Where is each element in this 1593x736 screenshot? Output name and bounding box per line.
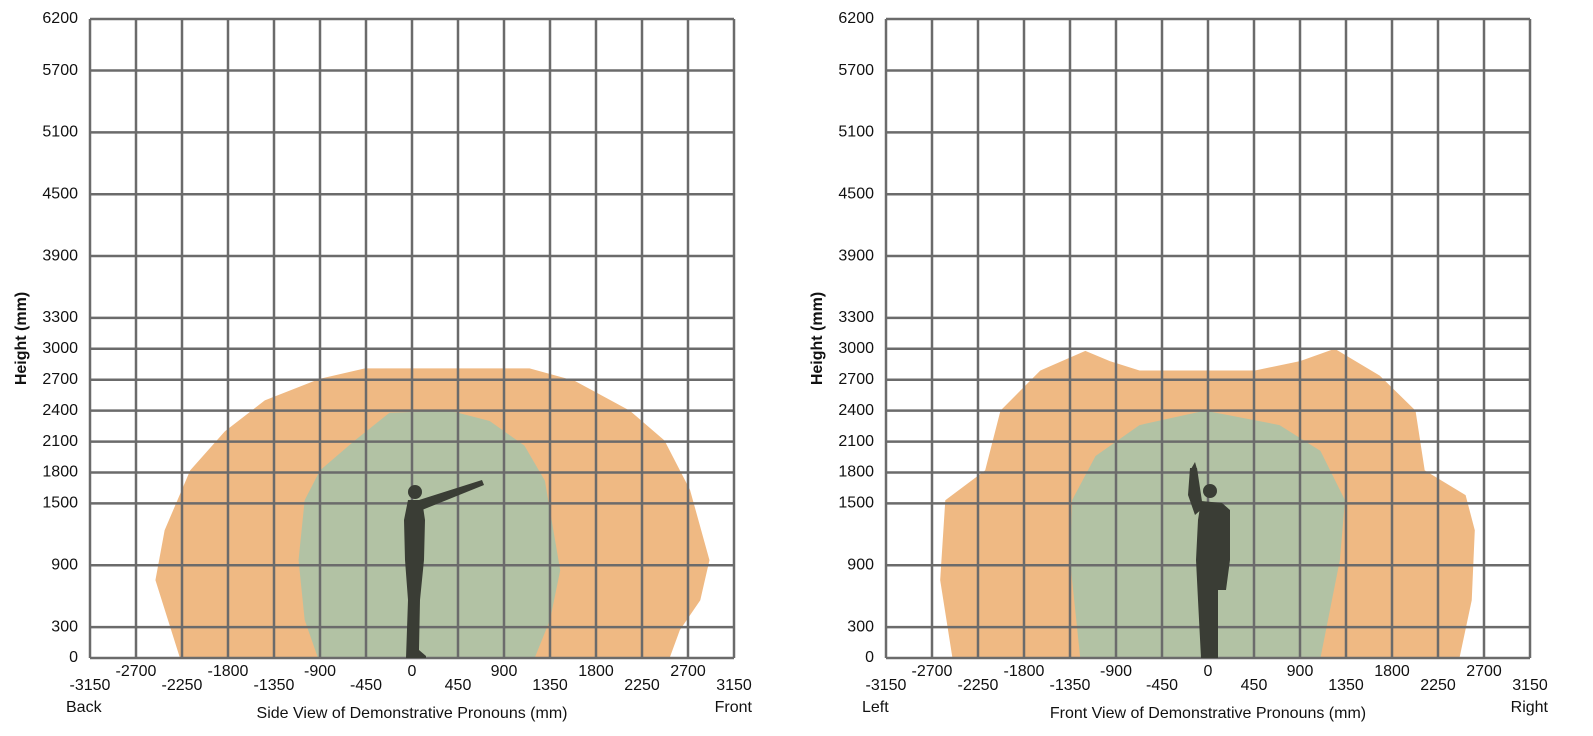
x-tick-label: 900 [1287,663,1314,680]
x-tick-label: 1800 [578,663,614,680]
y-tick-label: 2100 [838,433,874,450]
y-tick-label: 3900 [42,247,78,264]
x-tick-label: 450 [445,677,472,694]
x-tick-label: 2250 [1420,677,1456,694]
page: {"chart_data": [ {"type": "region", "xla… [0,0,1593,736]
y-tick-label: 3300 [838,309,874,326]
x-end-label: Left [862,699,889,716]
chart: 0300900150018002100240027003000330039004… [0,0,1593,736]
y-tick-label: 6200 [42,10,78,27]
y-tick-label: 0 [865,649,874,666]
x-tick-label: 2250 [624,677,660,694]
x-tick-label: -450 [350,677,382,694]
x-tick-label: 450 [1241,677,1268,694]
y-tick-label: 2100 [42,433,78,450]
y-tick-label: 3900 [838,247,874,264]
x-tick-label: -450 [1146,677,1178,694]
x-tick-label: 1350 [1328,677,1364,694]
y-tick-label: 1500 [838,495,874,512]
y-tick-label: 3300 [42,309,78,326]
y-tick-label: 300 [847,618,874,635]
x-tick-label: 3150 [716,677,752,694]
x-tick-label: 2700 [1466,663,1502,680]
y-tick-label: 5100 [42,124,78,141]
y-tick-label: 2700 [838,371,874,388]
x-tick-label: -1350 [254,677,295,694]
y-tick-label: 900 [51,556,78,573]
x-tick-label: -2700 [912,663,953,680]
y-tick-label: 2700 [42,371,78,388]
x-tick-label: -900 [1100,663,1132,680]
x-tick-label: 0 [1204,663,1213,680]
y-tick-label: 5100 [838,124,874,141]
y-tick-label: 300 [51,618,78,635]
x-end-label: Back [66,699,103,716]
x-tick-label: -1800 [208,663,249,680]
y-tick-label: 3000 [42,340,78,357]
y-tick-label: 0 [69,649,78,666]
y-tick-label: 900 [847,556,874,573]
x-tick-label: -3150 [70,677,111,694]
x-tick-label: -3150 [866,677,907,694]
x-tick-label: -2700 [116,663,157,680]
x-tick-label: 2700 [670,663,706,680]
y-tick-label: 5700 [42,62,78,79]
x-axis-label: Front View of Demonstrative Pronouns (mm… [1050,705,1366,722]
y-tick-label: 1800 [838,464,874,481]
y-tick-label: 5700 [838,62,874,79]
y-tick-label: 4500 [42,185,78,202]
x-end-label: Right [1511,699,1549,716]
y-tick-label: 3000 [838,340,874,357]
y-tick-label: 2400 [42,402,78,419]
x-tick-label: 3150 [1512,677,1548,694]
x-tick-label: 0 [408,663,417,680]
x-tick-label: -2250 [958,677,999,694]
y-tick-label: 1500 [42,495,78,512]
x-end-label: Front [715,699,753,716]
figure-head [1203,484,1217,498]
x-tick-label: -900 [304,663,336,680]
y-tick-label: 1800 [42,464,78,481]
x-tick-label: 900 [491,663,518,680]
x-tick-label: -1350 [1050,677,1091,694]
x-tick-label: 1350 [532,677,568,694]
y-axis-label: Height (mm) [809,292,826,385]
x-tick-label: 1800 [1374,663,1410,680]
x-tick-label: -2250 [162,677,203,694]
y-tick-label: 2400 [838,402,874,419]
y-axis-label: Height (mm) [13,292,30,385]
y-tick-label: 4500 [838,185,874,202]
x-tick-label: -1800 [1004,663,1045,680]
figure-head [408,485,422,499]
x-axis-label: Side View of Demonstrative Pronouns (mm) [257,705,568,722]
y-tick-label: 6200 [838,10,874,27]
